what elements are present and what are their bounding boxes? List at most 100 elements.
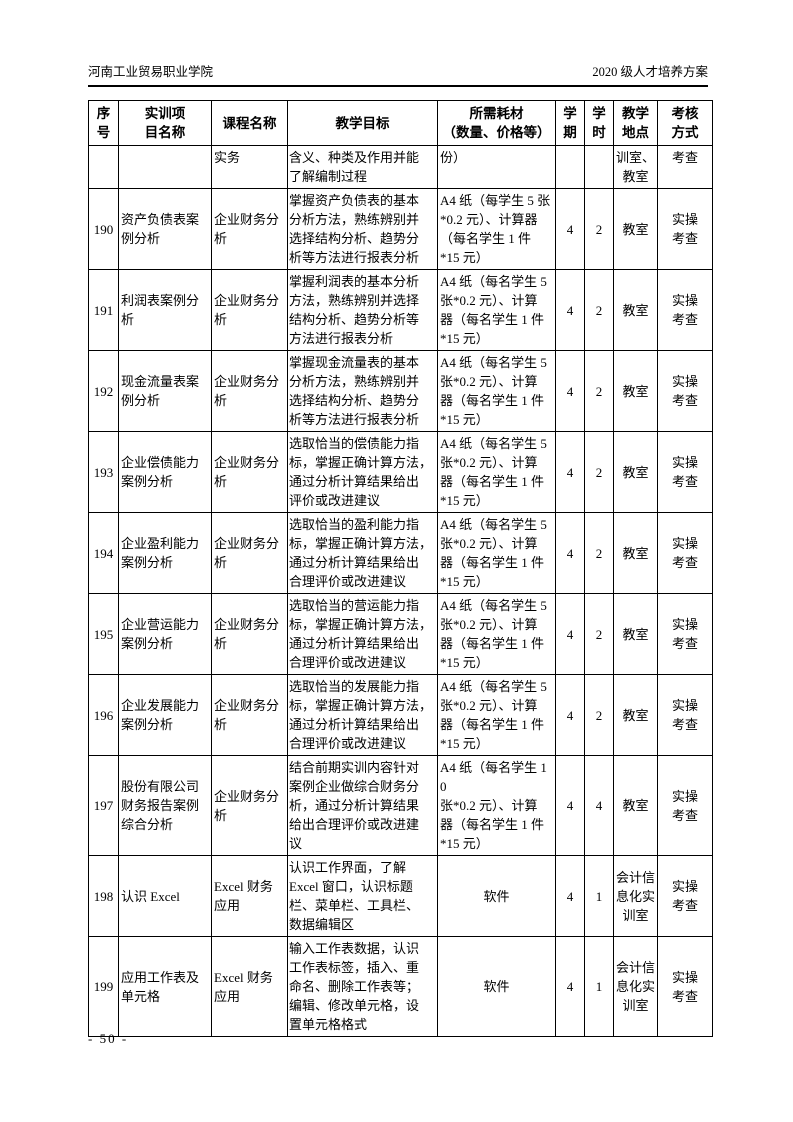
- cell-project: [118, 145, 212, 189]
- cell-objective: 输入工作表数据，认识 工作表标签，插入、重 命名、删除工作表等； 编辑、修改单元…: [287, 936, 438, 1037]
- cell-no: 196: [88, 674, 119, 756]
- cell-project: 认识 Excel: [118, 855, 212, 937]
- cell-location: 教室: [613, 350, 658, 432]
- header-row: 序 号 实训项 目名称 课程名称 教学目标 所需耗材 （数量、价格等） 学 期 …: [88, 100, 713, 146]
- cell-project: 企业营运能力 案例分析: [118, 593, 212, 675]
- cell-course: 企业财务分 析: [211, 593, 288, 675]
- cell-hours: 2: [584, 269, 614, 351]
- plan-title: 2020 级人才培养方案: [592, 65, 708, 79]
- table-row: 190 资产负债表案 例分析 企业财务分 析掌握资产负债表的基本 分析方法，熟练辨别…: [88, 188, 713, 270]
- cell-course: 企业财务分 析: [211, 512, 288, 594]
- cell-semester: 4: [555, 936, 585, 1037]
- cell-assessment: 实操 考查: [657, 431, 713, 513]
- table-header: 序 号 实训项 目名称 课程名称 教学目标 所需耗材 （数量、价格等） 学 期 …: [88, 100, 713, 146]
- cell-location: 教室: [613, 512, 658, 594]
- cell-consumables: 软件: [437, 855, 556, 937]
- cell-semester: [555, 145, 585, 189]
- cell-project: 应用工作表及 单元格: [118, 936, 212, 1037]
- cell-location: 教室: [613, 674, 658, 756]
- cell-semester: 4: [555, 512, 585, 594]
- cell-objective: 选取恰当的盈利能力指 标，掌握正确计算方法， 通过分析计算结果给出 合理评价或改…: [287, 512, 438, 594]
- cell-project: 企业偿债能力 案例分析: [118, 431, 212, 513]
- cell-project: 企业盈利能力 案例分析: [118, 512, 212, 594]
- column-header-objective: 教学目标: [287, 100, 438, 146]
- column-header-semester: 学 期: [555, 100, 585, 146]
- cell-assessment: 实操 考查: [657, 755, 713, 856]
- cell-course: Excel 财务 应用: [211, 855, 288, 937]
- cell-assessment: 考查: [657, 145, 713, 189]
- school-name: 河南工业贸易职业学院: [88, 65, 214, 79]
- table-row: 194 企业盈利能力 案例分析 企业财务分 析选取恰当的盈利能力指 标，掌握正确计算…: [88, 512, 713, 594]
- table-row: 198 认识 Excel Excel 财务 应用 认识工作界面，了解 Excel 窗口…: [88, 855, 713, 937]
- cell-semester: 4: [555, 593, 585, 675]
- cell-consumables: A4 纸（每名学生 10 张*0.2 元）、计算 器（每名学生 1 件 *15 …: [437, 755, 556, 856]
- cell-hours: 4: [584, 755, 614, 856]
- cell-course: 企业财务分 析: [211, 755, 288, 856]
- cell-course: 企业财务分 析: [211, 431, 288, 513]
- cell-assessment: 实操 考查: [657, 674, 713, 756]
- cell-location: 教室: [613, 755, 658, 856]
- cell-consumables: A4 纸（每名学生 5 张*0.2 元）、计算 器（每名学生 1 件 *15 元…: [437, 269, 556, 351]
- cell-location: 教室: [613, 593, 658, 675]
- cell-project: 现金流量表案 例分析: [118, 350, 212, 432]
- cell-location: 教室: [613, 269, 658, 351]
- cell-location: 教室: [613, 188, 658, 270]
- table-row: 实务 含义、种类及作用并能 了解编制过程 份） 训室、 教室 考查: [88, 145, 713, 189]
- cell-no: 195: [88, 593, 119, 675]
- cell-no: [88, 145, 119, 189]
- cell-course: 实务: [211, 145, 288, 189]
- cell-assessment: 实操 考查: [657, 936, 713, 1037]
- column-header-location: 教学 地点: [613, 100, 658, 146]
- table-row: 192 现金流量表案 例分析 企业财务分 析掌握现金流量表的基本 分析方法，熟练辨别…: [88, 350, 713, 432]
- cell-hours: 2: [584, 674, 614, 756]
- cell-no: 193: [88, 431, 119, 513]
- column-header-no: 序 号: [88, 100, 119, 146]
- cell-consumables: A4 纸（每名学生 5 张*0.2 元）、计算 器（每名学生 1 件 *15 元…: [437, 674, 556, 756]
- table-row: 191 利润表案例分 析企业财务分 析掌握利润表的基本分析 方法，熟练辨别并选择 …: [88, 269, 713, 351]
- cell-hours: 1: [584, 855, 614, 937]
- cell-course: 企业财务分 析: [211, 269, 288, 351]
- training-projects-table: 序 号 实训项 目名称 课程名称 教学目标 所需耗材 （数量、价格等） 学 期 …: [88, 100, 713, 1037]
- cell-semester: 4: [555, 350, 585, 432]
- cell-location: 教室: [613, 431, 658, 513]
- cell-semester: 4: [555, 431, 585, 513]
- cell-no: 197: [88, 755, 119, 856]
- cell-consumables: A4 纸（每名学生 5 张*0.2 元）、计算 器（每名学生 1 件 *15 元…: [437, 431, 556, 513]
- cell-course: 企业财务分 析: [211, 188, 288, 270]
- cell-objective: 选取恰当的发展能力指 标，掌握正确计算方法， 通过分析计算结果给出 合理评价或改…: [287, 674, 438, 756]
- cell-hours: 2: [584, 593, 614, 675]
- cell-location: 训室、 教室: [613, 145, 658, 189]
- cell-consumables: A4 纸（每名学生 5 张*0.2 元）、计算 器（每名学生 1 件 *15 元…: [437, 512, 556, 594]
- cell-objective: 掌握现金流量表的基本 分析方法，熟练辨别并 选择结构分析、趋势分 析等方法进行报…: [287, 350, 438, 432]
- column-header-course: 课程名称: [211, 100, 288, 146]
- cell-assessment: 实操 考查: [657, 855, 713, 937]
- cell-consumables: A4 纸（每名学生 5 张*0.2 元）、计算 器（每名学生 1 件 *15 元…: [437, 350, 556, 432]
- cell-consumables: 软件: [437, 936, 556, 1037]
- cell-project: 股份有限公司 财务报告案例 综合分析: [118, 755, 212, 856]
- cell-semester: 4: [555, 269, 585, 351]
- cell-semester: 4: [555, 674, 585, 756]
- document-header: 河南工业贸易职业学院 2020 级人才培养方案: [88, 64, 708, 87]
- cell-hours: 2: [584, 431, 614, 513]
- cell-objective: 选取恰当的营运能力指 标，掌握正确计算方法， 通过分析计算结果给出 合理评价或改…: [287, 593, 438, 675]
- cell-hours: 2: [584, 350, 614, 432]
- cell-no: 198: [88, 855, 119, 937]
- page-number: - 50 -: [88, 1031, 129, 1046]
- column-header-assessment: 考核 方式: [657, 100, 713, 146]
- cell-objective: 选取恰当的偿债能力指 标，掌握正确计算方法， 通过分析计算结果给出 评价或改进建…: [287, 431, 438, 513]
- cell-consumables: A4 纸（每学生 5 张 *0.2 元）、计算器 （每名学生 1 件 *15 元…: [437, 188, 556, 270]
- cell-no: 194: [88, 512, 119, 594]
- cell-project: 资产负债表案 例分析: [118, 188, 212, 270]
- cell-course: 企业财务分 析: [211, 674, 288, 756]
- cell-hours: [584, 145, 614, 189]
- cell-assessment: 实操 考查: [657, 350, 713, 432]
- cell-semester: 4: [555, 188, 585, 270]
- cell-assessment: 实操 考查: [657, 512, 713, 594]
- cell-hours: 2: [584, 512, 614, 594]
- cell-no: 199: [88, 936, 119, 1037]
- cell-objective: 掌握资产负债表的基本 分析方法，熟练辨别并 选择结构分析、趋势分 析等方法进行报…: [287, 188, 438, 270]
- cell-no: 192: [88, 350, 119, 432]
- cell-no: 191: [88, 269, 119, 351]
- cell-objective: 结合前期实训内容针对 案例企业做综合财务分 析，通过分析计算结果 给出合理评价或…: [287, 755, 438, 856]
